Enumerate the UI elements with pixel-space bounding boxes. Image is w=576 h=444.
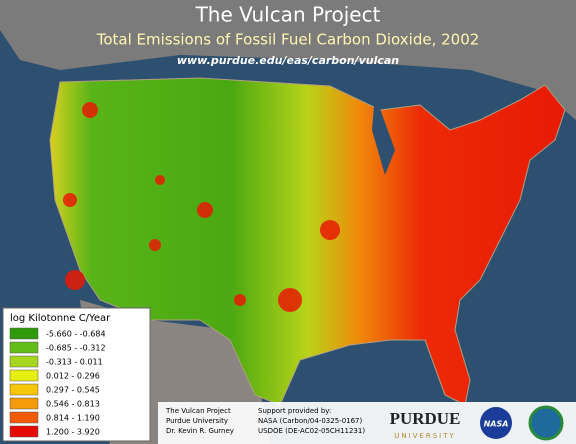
support-line: USDOE (DE-AC02-05CH11231) xyxy=(258,427,365,435)
purdue-logo-sub: UNIVERSITY xyxy=(394,432,456,440)
legend-swatch xyxy=(9,397,39,410)
canada-terrain xyxy=(0,0,576,120)
urban-hotspots xyxy=(63,102,340,312)
support-line: NASA (Carbon/04-0325-0167) xyxy=(258,417,363,425)
legend-label: 0.297 - 0.545 xyxy=(46,386,100,395)
legend-swatch xyxy=(9,341,39,354)
legend-label: -0.685 - -0.312 xyxy=(46,344,106,353)
credit-line: Purdue University xyxy=(166,417,228,425)
legend-label: 0.814 - 1.190 xyxy=(46,414,100,423)
url: www.purdue.edu/eas/carbon/vulcan xyxy=(177,54,399,67)
legend-swatch xyxy=(9,425,39,438)
legend-label: -5.660 - -0.684 xyxy=(46,330,106,339)
support-line: Support provided by: xyxy=(258,407,331,415)
legend-swatch xyxy=(9,411,39,424)
great-lakes xyxy=(372,95,395,175)
nasa-logo xyxy=(480,407,512,439)
subtitle: Total Emissions of Fossil Fuel Carbon Di… xyxy=(96,31,480,49)
us-emissions-map xyxy=(49,77,566,406)
nasa-logo-text: NASA xyxy=(484,420,509,429)
legend-label: 0.012 - 0.296 xyxy=(46,372,100,381)
legend-swatch xyxy=(9,327,39,340)
legend-label: 0.546 - 0.813 xyxy=(46,400,100,409)
legend-swatch xyxy=(9,383,39,396)
legend-swatch xyxy=(9,369,39,382)
legend-title: log Kilotonne C/Year xyxy=(10,313,111,324)
title: The Vulcan Project xyxy=(195,3,381,27)
doe-logo xyxy=(528,405,564,441)
credit-line: Dr. Kevin R. Gurney xyxy=(166,427,234,435)
legend-label: 1.200 - 3.920 xyxy=(46,428,100,437)
legend-swatch xyxy=(9,355,39,368)
purdue-logo-text: PURDUE xyxy=(390,409,461,428)
legend-label: -0.313 - 0.011 xyxy=(46,358,103,367)
credit-line: The Vulcan Project xyxy=(165,407,231,415)
